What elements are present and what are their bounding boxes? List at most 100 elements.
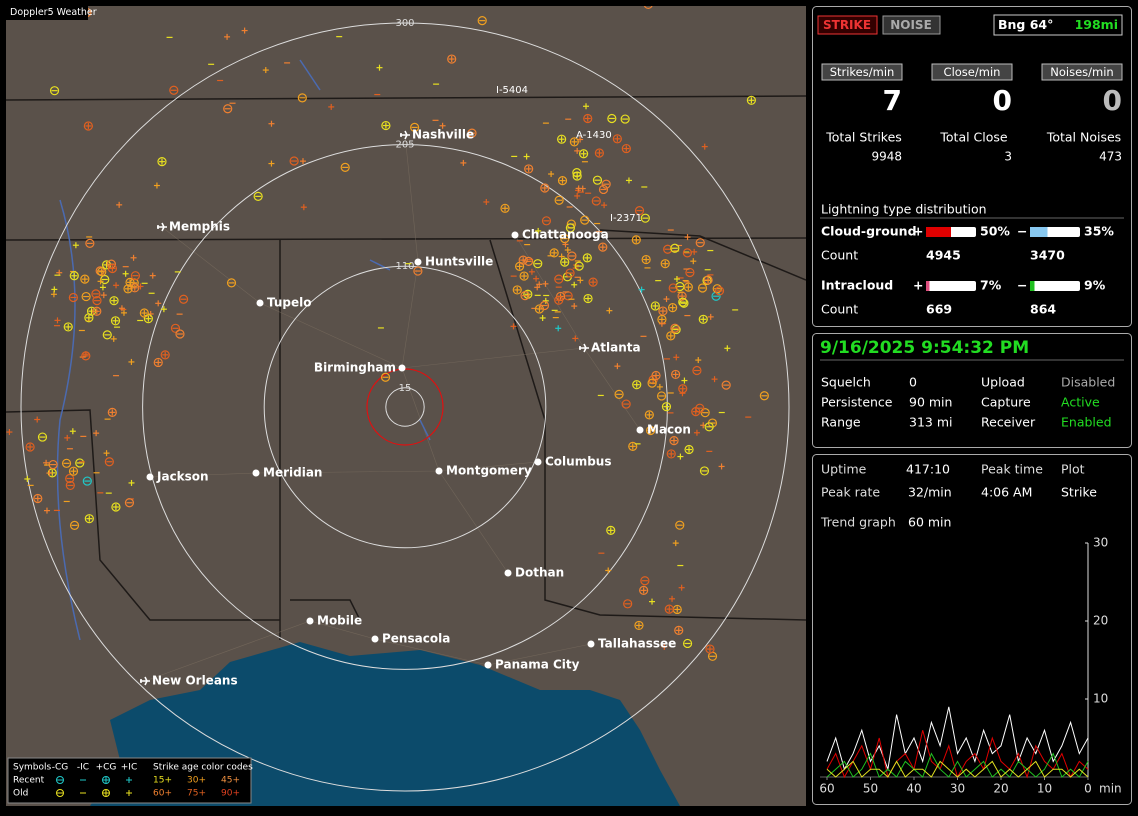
strike	[548, 171, 555, 178]
strike-ring	[175, 329, 185, 339]
strike	[63, 322, 73, 332]
strike	[574, 192, 581, 199]
legend-age: 15+	[153, 776, 172, 786]
mode-label[interactable]: NOISE	[890, 18, 932, 32]
strike-ring	[65, 480, 75, 491]
mode-label[interactable]: STRIKE	[823, 18, 871, 32]
sign: −	[1017, 278, 1027, 293]
strike-ring	[65, 473, 75, 484]
strike	[102, 330, 112, 340]
strike	[704, 422, 714, 432]
strike	[643, 6, 653, 10]
strike	[672, 540, 679, 547]
rate-label: Noises/min	[1050, 65, 1113, 79]
total-label: Total Noises	[1046, 130, 1121, 145]
strike-ring	[607, 113, 617, 124]
strike-ring	[410, 122, 420, 132]
strike	[155, 300, 162, 307]
strike	[84, 514, 94, 524]
airport-icon	[400, 130, 410, 140]
strike	[580, 215, 590, 225]
stat-label: Trend graph	[820, 515, 896, 530]
window-title: Doppler5 Weather	[10, 7, 97, 18]
x-tick-label: 40	[906, 782, 921, 796]
strike	[130, 271, 141, 281]
pct-track	[1030, 281, 1080, 291]
strike	[149, 272, 156, 279]
cities: Nashville Memphis Chattanooga Huntsville Tup…	[140, 128, 691, 688]
panel-status: 9/16/2025 9:54:32 PM Squelch 0 Persistence…	[812, 333, 1132, 448]
strike	[577, 277, 584, 284]
strike-ring	[664, 604, 674, 614]
city-label: Macon	[647, 423, 691, 437]
city-label: Tallahassee	[598, 637, 676, 651]
strike	[579, 185, 586, 192]
strike	[107, 407, 117, 417]
city-label: Huntsville	[425, 255, 493, 269]
legend-type: -CG	[52, 763, 69, 773]
bearing-box	[993, 14, 1123, 36]
strike-ring	[97, 267, 107, 277]
legend-symbol	[56, 776, 64, 784]
strike-ring	[670, 243, 680, 253]
strike	[605, 567, 612, 574]
strike-ring	[699, 466, 710, 476]
strike	[555, 325, 562, 332]
strike-ring	[582, 253, 592, 263]
strike	[695, 403, 705, 413]
strike	[711, 376, 718, 383]
range-ring	[20, 22, 790, 792]
status-label: Receiver	[981, 415, 1036, 430]
city-label: Montgomery	[446, 464, 532, 478]
city-dot	[484, 661, 492, 669]
strike-ring	[68, 292, 78, 303]
city-label: Chattanooga	[522, 228, 609, 242]
strike	[569, 137, 579, 147]
strike-ring	[63, 322, 73, 332]
strike-ring	[539, 300, 550, 311]
total-value: 3	[1004, 150, 1012, 164]
trend-line	[826, 706, 1089, 772]
strike-ring	[721, 380, 731, 390]
strike-ring	[84, 514, 94, 524]
strike	[533, 275, 540, 282]
strike	[72, 242, 79, 249]
box	[812, 454, 1132, 805]
total-value: 473	[1099, 150, 1122, 164]
strike	[68, 466, 79, 476]
strike	[675, 520, 685, 530]
x-tick-label: 10	[1037, 782, 1052, 796]
status-value: 313 mi	[909, 415, 952, 430]
range-ring	[385, 387, 425, 427]
strike-ring	[666, 331, 676, 341]
strike	[564, 246, 571, 253]
strike	[328, 103, 335, 110]
strike	[714, 286, 725, 296]
stat-label: Peak time	[981, 462, 1043, 477]
strike-ring	[684, 444, 694, 455]
strike	[601, 179, 611, 189]
strike	[43, 507, 50, 514]
strike	[97, 278, 104, 285]
strike-ring	[682, 638, 693, 649]
strike-ring	[712, 284, 722, 294]
trend-graph: 10 20 30 60 50 40 30 20 10 0 min	[819, 536, 1121, 796]
status-value: Enabled	[1061, 415, 1112, 430]
count: 864	[1030, 302, 1056, 317]
strike-ring	[523, 256, 534, 266]
mode-button[interactable]	[882, 15, 941, 35]
strike-ring	[85, 238, 95, 248]
strike-ring	[178, 294, 189, 304]
strike	[413, 266, 423, 276]
strike	[223, 104, 233, 114]
rate-label: Strikes/min	[830, 65, 895, 79]
strike	[693, 429, 700, 436]
strike	[692, 365, 702, 376]
strike	[644, 410, 654, 420]
strike	[170, 323, 181, 333]
strike	[583, 293, 593, 304]
strike	[690, 258, 697, 265]
mode-button[interactable]	[817, 15, 878, 35]
strike	[104, 457, 114, 467]
strike	[606, 307, 613, 314]
